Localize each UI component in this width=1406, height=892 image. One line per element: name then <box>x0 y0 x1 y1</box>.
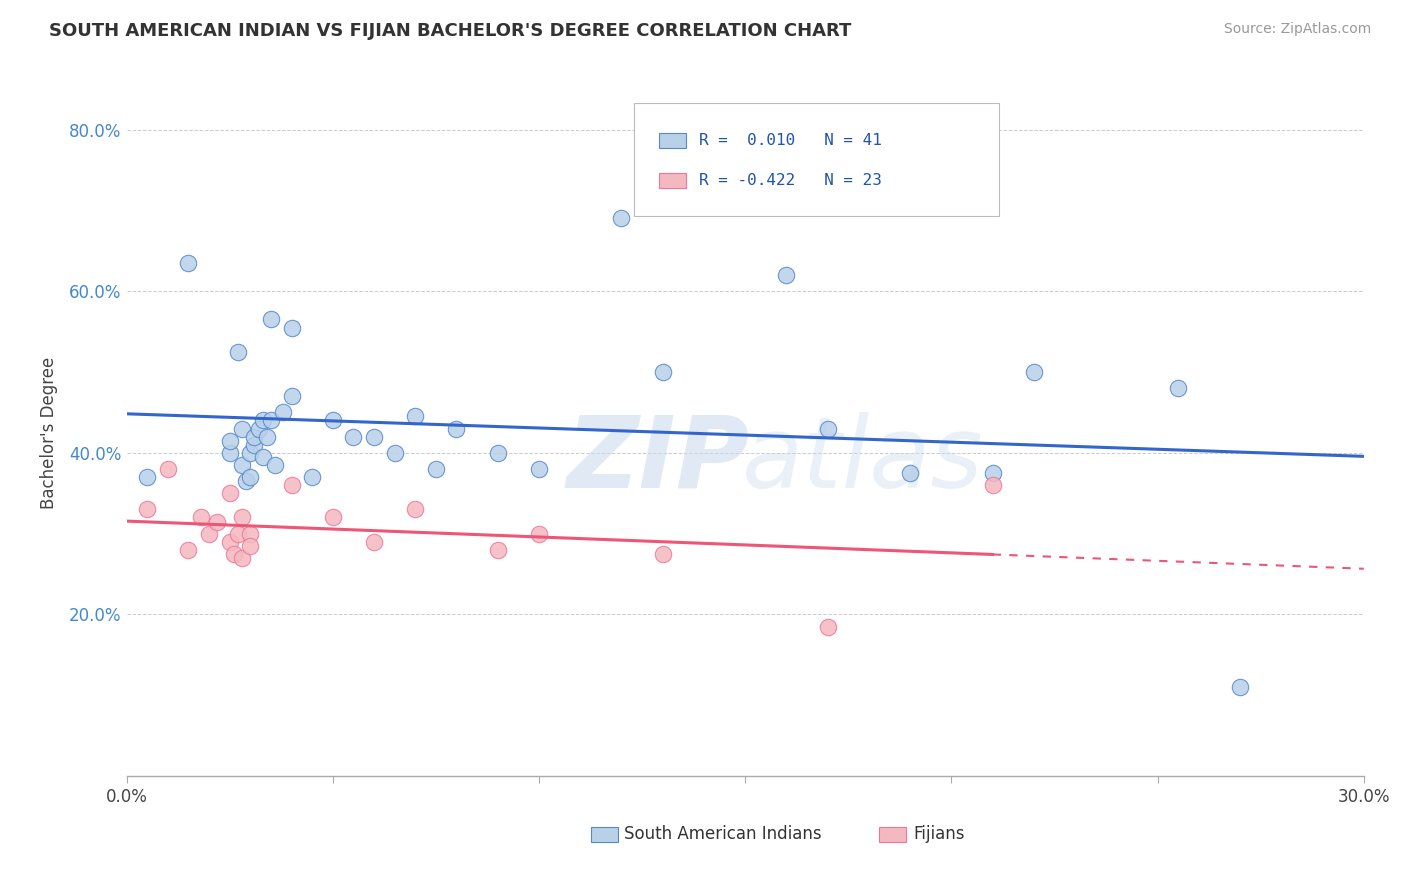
Point <box>252 450 274 464</box>
Point <box>239 470 262 484</box>
Text: R =  0.010   N = 41: R = 0.010 N = 41 <box>699 133 883 148</box>
Point <box>425 462 447 476</box>
Point <box>177 256 200 270</box>
Point <box>384 446 406 460</box>
Point <box>446 421 468 435</box>
Point <box>218 486 240 500</box>
Text: SOUTH AMERICAN INDIAN VS FIJIAN BACHELOR'S DEGREE CORRELATION CHART: SOUTH AMERICAN INDIAN VS FIJIAN BACHELOR… <box>49 22 852 40</box>
Text: Source: ZipAtlas.com: Source: ZipAtlas.com <box>1223 22 1371 37</box>
Text: ZIP: ZIP <box>567 411 749 508</box>
Y-axis label: Bachelor's Degree: Bachelor's Degree <box>39 357 58 508</box>
Point <box>260 413 283 427</box>
Point <box>322 413 344 427</box>
Point <box>264 458 287 472</box>
Text: South American Indians: South American Indians <box>624 825 821 844</box>
Point <box>404 409 426 424</box>
FancyBboxPatch shape <box>879 827 905 842</box>
FancyBboxPatch shape <box>591 827 617 842</box>
Point <box>231 550 253 565</box>
Point <box>363 534 385 549</box>
Point <box>239 446 262 460</box>
Point <box>218 534 240 549</box>
Point <box>817 421 839 435</box>
Point <box>342 430 364 444</box>
Point <box>177 542 200 557</box>
Point <box>226 344 249 359</box>
Point <box>301 470 323 484</box>
Point <box>280 389 302 403</box>
Point <box>207 515 229 529</box>
Point <box>226 526 249 541</box>
Point <box>218 434 240 448</box>
Point <box>243 430 266 444</box>
Point <box>1229 680 1251 694</box>
Point <box>280 478 302 492</box>
Point <box>817 619 839 633</box>
FancyBboxPatch shape <box>658 133 686 148</box>
Point <box>252 413 274 427</box>
Point <box>231 458 253 472</box>
Point <box>271 405 294 419</box>
Point <box>1022 365 1045 379</box>
Point <box>486 446 509 460</box>
Point <box>363 430 385 444</box>
Point <box>243 438 266 452</box>
FancyBboxPatch shape <box>634 103 998 216</box>
Point <box>235 474 257 488</box>
Point <box>527 526 550 541</box>
Point <box>231 510 253 524</box>
FancyBboxPatch shape <box>658 173 686 188</box>
Point <box>280 320 302 334</box>
Point <box>222 547 245 561</box>
Point <box>610 211 633 226</box>
Point <box>190 510 212 524</box>
Point <box>136 470 159 484</box>
Point <box>486 542 509 557</box>
Text: R = -0.422   N = 23: R = -0.422 N = 23 <box>699 173 883 188</box>
Text: Fijians: Fijians <box>914 825 965 844</box>
Point <box>898 466 921 480</box>
Point <box>981 478 1004 492</box>
Point <box>156 462 179 476</box>
Point <box>651 547 673 561</box>
Point <box>239 526 262 541</box>
Point <box>231 421 253 435</box>
Point <box>404 502 426 516</box>
Point <box>1167 381 1189 395</box>
Text: atlas: atlas <box>742 411 984 508</box>
Point <box>527 462 550 476</box>
Point <box>981 466 1004 480</box>
Point <box>136 502 159 516</box>
Point <box>260 312 283 326</box>
Point <box>239 539 262 553</box>
Point <box>218 446 240 460</box>
Point <box>651 365 673 379</box>
Point <box>775 268 797 282</box>
Point <box>247 421 270 435</box>
Point <box>322 510 344 524</box>
Point <box>256 430 278 444</box>
Point <box>198 526 221 541</box>
